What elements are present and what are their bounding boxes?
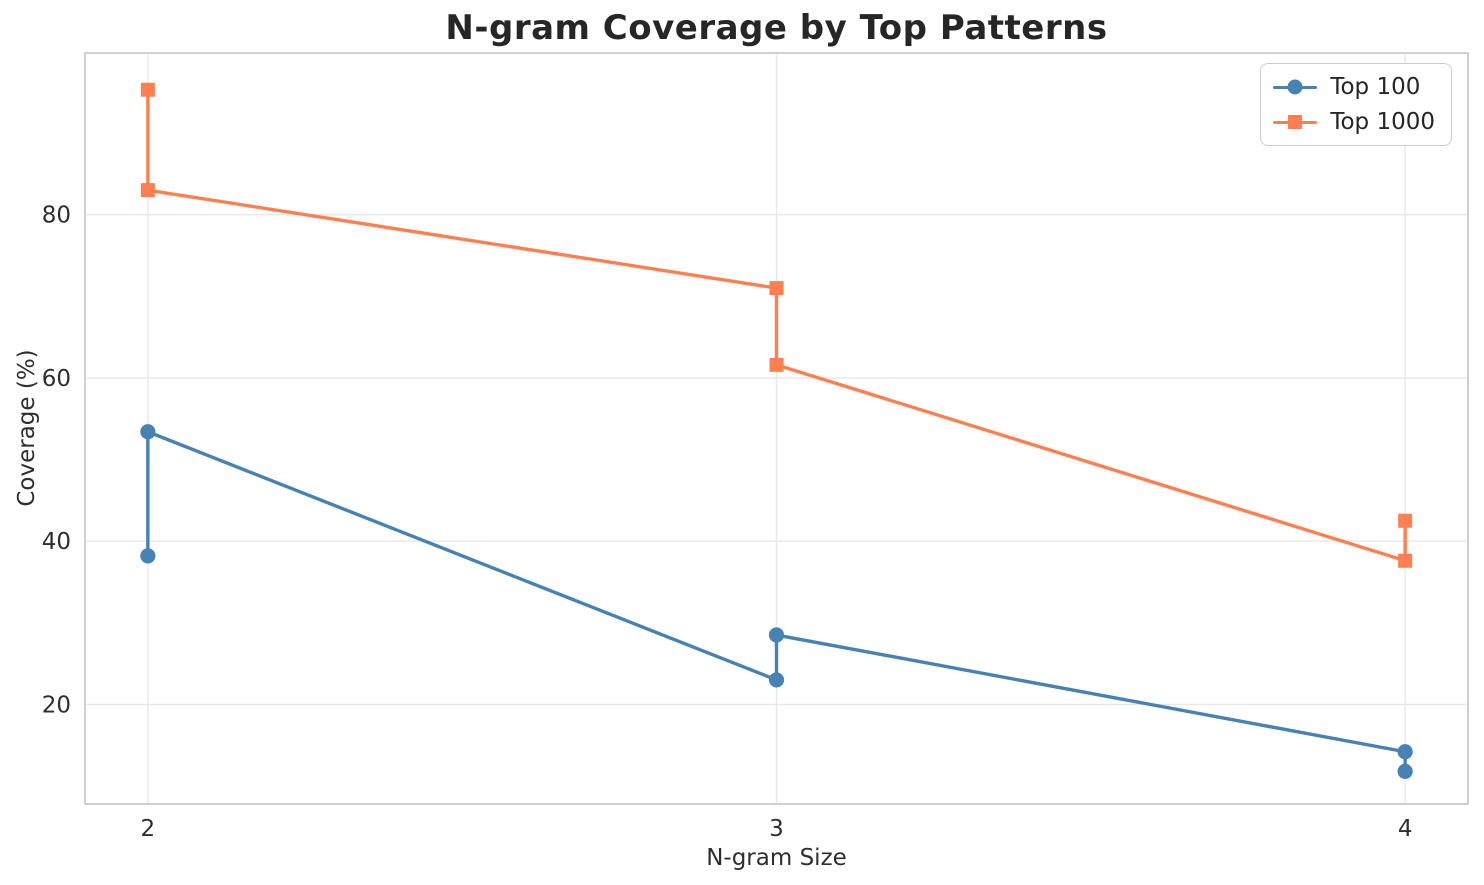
data-point-marker xyxy=(140,183,155,198)
x-axis-label: N-gram Size xyxy=(706,845,847,871)
chart-title: N-gram Coverage by Top Patterns xyxy=(445,8,1108,48)
legend-label: Top 100 xyxy=(1330,74,1421,100)
legend-label: Top 1000 xyxy=(1330,109,1435,135)
data-point-marker xyxy=(140,82,155,97)
x-tick-label: 2 xyxy=(141,816,156,842)
x-tick-label: 3 xyxy=(769,816,784,842)
plot-border xyxy=(84,52,1469,805)
data-point-marker xyxy=(768,672,785,688)
data-point-marker xyxy=(140,424,156,440)
legend-sample-line-square-icon xyxy=(1273,108,1318,136)
data-point-marker xyxy=(140,548,156,564)
data-point-marker xyxy=(1398,513,1413,528)
data-point-marker xyxy=(1398,553,1413,568)
legend: Top 100 Top 1000 xyxy=(1260,63,1452,146)
y-tick-label: 40 xyxy=(42,529,71,555)
y-tick-label: 60 xyxy=(42,366,71,392)
data-point-marker xyxy=(769,357,784,372)
legend-item-top-100: Top 100 xyxy=(1273,73,1435,101)
x-tick-label: 4 xyxy=(1398,816,1413,842)
data-point-marker xyxy=(1397,763,1413,779)
data-point-marker xyxy=(769,281,784,296)
data-point-marker xyxy=(1397,744,1413,760)
legend-item-top-1000: Top 1000 xyxy=(1273,108,1435,136)
y-axis-label: Coverage (%) xyxy=(14,349,40,507)
y-tick-label: 80 xyxy=(42,203,71,229)
y-tick-label: 20 xyxy=(42,692,71,718)
legend-sample-line-circle-icon xyxy=(1273,73,1318,101)
data-point-marker xyxy=(768,627,785,643)
